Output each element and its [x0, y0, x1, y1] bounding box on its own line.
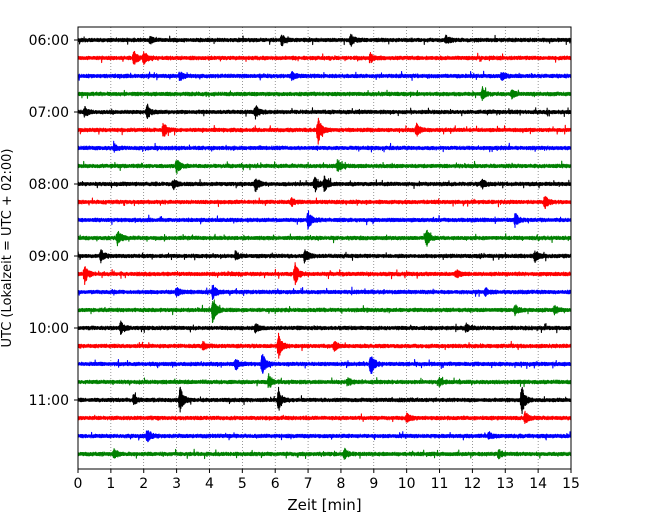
trace-0715: [77, 117, 572, 145]
x-tick-label: 8: [336, 476, 345, 492]
x-axis-ticks: 0 1 2 3 4 5 6 7 8 9 10 11 12 13 14 15: [74, 469, 580, 492]
trace-0800: [77, 175, 572, 193]
trace-0730: [77, 140, 572, 153]
x-tick-label: 13: [496, 476, 514, 492]
x-tick-label: 3: [172, 476, 181, 492]
x-tick-label: 5: [238, 476, 247, 492]
x-tick-label: 9: [369, 476, 378, 492]
trace-0915: [77, 262, 572, 286]
x-tick-label: 7: [304, 476, 313, 492]
trace-1100: [77, 386, 572, 415]
trace-1130: [77, 430, 572, 443]
trace-0830: [77, 210, 572, 230]
y-tick-label: 06:00: [29, 33, 69, 49]
trace-0845: [77, 229, 572, 247]
trace-1115: [77, 410, 572, 424]
x-tick-label: 14: [529, 476, 547, 492]
y-tick-label: 08:00: [29, 177, 69, 193]
trace-series: [77, 33, 572, 460]
x-tick-label: 0: [74, 476, 83, 492]
trace-0630: [77, 70, 572, 82]
x-axis-label: Zeit [min]: [287, 496, 361, 514]
x-tick-label: 10: [398, 476, 416, 492]
trace-0900: [77, 249, 572, 264]
trace-0615: [77, 50, 572, 66]
trace-1015: [77, 332, 572, 359]
y-axis-ticks: 06:00 07:00 08:00 09:00 10:00 11:00: [29, 33, 78, 409]
y-axis-label: UTC (Lokalzeit = UTC + 02:00): [0, 149, 15, 348]
x-tick-label: 15: [562, 476, 580, 492]
y-tick-label: 09:00: [29, 249, 69, 265]
trace-0745: [77, 159, 572, 175]
plot-frame: [77, 26, 572, 470]
trace-1145: [77, 447, 572, 460]
y-tick-label: 11:00: [29, 393, 69, 409]
trace-0600: [77, 33, 572, 47]
trace-0930: [77, 284, 572, 301]
trace-1000: [77, 320, 572, 335]
x-tick-label: 4: [205, 476, 214, 492]
x-tick-label: 2: [139, 476, 148, 492]
x-tick-label: 1: [106, 476, 115, 492]
y-tick-label: 10:00: [29, 321, 69, 337]
trace-1045: [77, 373, 572, 389]
x-tick-label: 6: [271, 476, 280, 492]
trace-0945: [77, 299, 572, 324]
trace-1030: [77, 353, 572, 375]
trace-0815: [77, 195, 572, 210]
x-tick-label: 11: [431, 476, 449, 492]
y-tick-label: 07:00: [29, 105, 69, 121]
trace-0645: [77, 86, 572, 102]
trace-0700: [77, 103, 572, 120]
x-tick-label: 12: [463, 476, 481, 492]
